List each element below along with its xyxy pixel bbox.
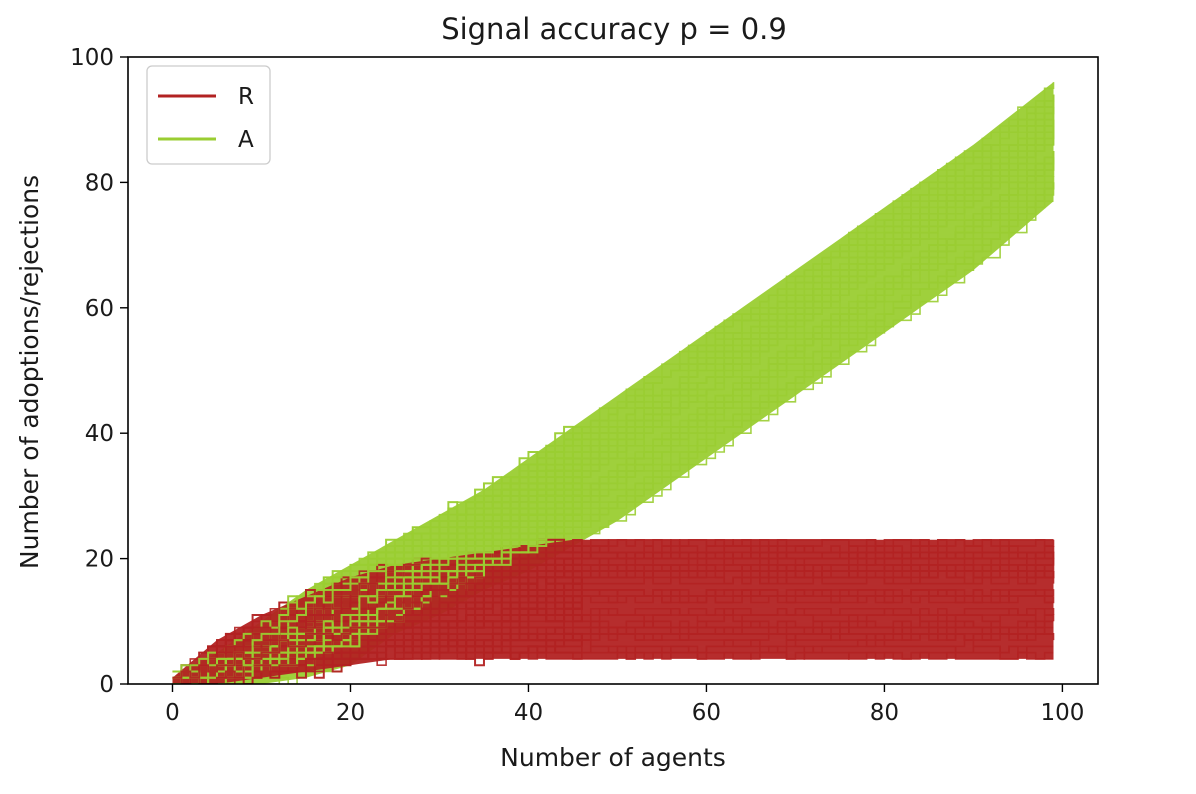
x-tick-label: 80 bbox=[870, 700, 899, 726]
plot-frame bbox=[127, 56, 1099, 685]
legend: R A bbox=[146, 65, 271, 165]
y-axis: 0 20 40 60 80 100 bbox=[70, 45, 128, 698]
series-line-r bbox=[172, 601, 583, 679]
series-band-r bbox=[172, 539, 1054, 684]
x-axis: 0 20 40 60 80 100 bbox=[165, 684, 1084, 726]
legend-label-a: A bbox=[238, 127, 254, 153]
series-line-a bbox=[172, 82, 1055, 679]
y-axis-label: Number of adoptions/rejections bbox=[15, 175, 44, 569]
y-tick-label: 60 bbox=[85, 296, 114, 322]
y-tick-label: 20 bbox=[85, 547, 114, 573]
series-line-a bbox=[172, 489, 583, 684]
y-tick-label: 80 bbox=[85, 170, 114, 196]
y-tick-label: 0 bbox=[99, 672, 114, 698]
x-tick-label: 60 bbox=[692, 700, 721, 726]
legend-label-r: R bbox=[238, 84, 254, 110]
series-line-r bbox=[172, 645, 582, 684]
plot-data bbox=[172, 82, 1055, 684]
x-tick-label: 40 bbox=[514, 700, 543, 726]
overlap-traces bbox=[172, 425, 583, 684]
x-axis-label: Number of agents bbox=[500, 743, 726, 772]
series-line-a bbox=[172, 477, 583, 679]
y-tick-label: 100 bbox=[70, 45, 114, 71]
series-line-r bbox=[172, 639, 583, 684]
x-tick-label: 20 bbox=[336, 700, 365, 726]
y-tick-label: 40 bbox=[85, 421, 114, 447]
series-line-a bbox=[172, 426, 583, 673]
chart-title: Signal accuracy p = 0.9 bbox=[441, 12, 787, 46]
x-tick-label: 0 bbox=[165, 700, 180, 726]
x-tick-label: 100 bbox=[1040, 700, 1084, 726]
